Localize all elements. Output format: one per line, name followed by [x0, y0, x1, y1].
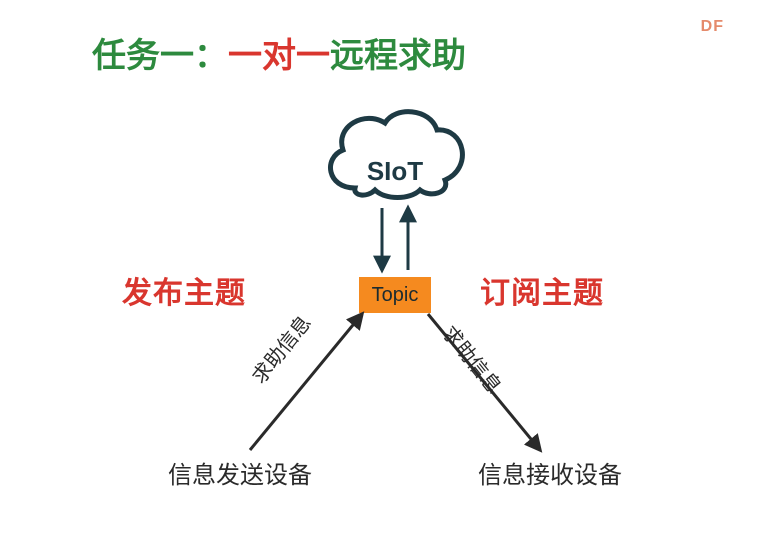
publish-topic-label: 发布主题: [122, 268, 246, 312]
cloud-icon: [315, 98, 475, 208]
watermark-label: DF: [701, 18, 724, 36]
sender-device-label: 信息发送设备: [168, 455, 312, 490]
edge-label-send: 求助信息: [244, 308, 317, 388]
topic-label: Topic: [372, 284, 419, 307]
cloud-node: SIoT: [315, 98, 475, 208]
page-title: 任务一：一对一远程求助: [92, 28, 466, 77]
receiver-device-label: 信息接收设备: [478, 455, 622, 490]
title-part-1: 任务一：: [92, 37, 228, 75]
title-part-3: 远程求助: [330, 37, 466, 75]
title-part-2: 一对一: [228, 37, 330, 75]
edge-label-receive: 求助信息: [437, 318, 510, 398]
siot-diagram: SIoT Topic 发布主题 订阅主题 求助信息 求助信息 信息发送设备 信息…: [90, 90, 680, 530]
cloud-label: SIoT: [367, 156, 423, 187]
topic-node: Topic: [359, 277, 431, 313]
subscribe-topic-label: 订阅主题: [480, 268, 604, 312]
